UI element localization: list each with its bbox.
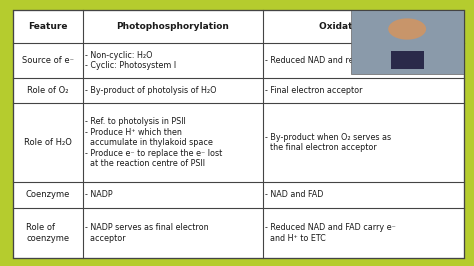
Text: Source of e⁻: Source of e⁻ (22, 56, 74, 65)
Text: - Non-cyclic: H₂O
- Cyclic: Photosystem I: - Non-cyclic: H₂O - Cyclic: Photosystem … (85, 51, 176, 70)
Text: Feature: Feature (28, 22, 67, 31)
Text: - Reduced NAD and re…: - Reduced NAD and re… (265, 56, 362, 65)
Text: Role of O₂: Role of O₂ (27, 86, 68, 95)
Text: Oxidative phosph: Oxidative phosph (319, 22, 408, 31)
Circle shape (388, 18, 426, 40)
Text: - Ref. to photolysis in PSII
- Produce H⁺ which then
  accumulate in thylakoid s: - Ref. to photolysis in PSII - Produce H… (85, 118, 222, 168)
Text: Coenzyme: Coenzyme (26, 190, 70, 199)
Text: - By-product when O₂ serves as
  the final electron acceptor: - By-product when O₂ serves as the final… (265, 133, 392, 152)
Text: - By-product of photolysis of H₂O: - By-product of photolysis of H₂O (85, 86, 217, 95)
Bar (391, 51, 424, 69)
Text: - Final electron acceptor: - Final electron acceptor (265, 86, 363, 95)
Bar (351, 10, 464, 74)
Text: Role of H₂O: Role of H₂O (24, 138, 72, 147)
Text: Photophosphorylation: Photophosphorylation (117, 22, 229, 31)
Text: - NADP: - NADP (85, 190, 113, 199)
Text: - Reduced NAD and FAD carry e⁻
  and H⁺ to ETC: - Reduced NAD and FAD carry e⁻ and H⁺ to… (265, 223, 396, 243)
Text: - NAD and FAD: - NAD and FAD (265, 190, 324, 199)
Text: - NADP serves as final electron
  acceptor: - NADP serves as final electron acceptor (85, 223, 209, 243)
Text: Role of
coenzyme: Role of coenzyme (26, 223, 69, 243)
